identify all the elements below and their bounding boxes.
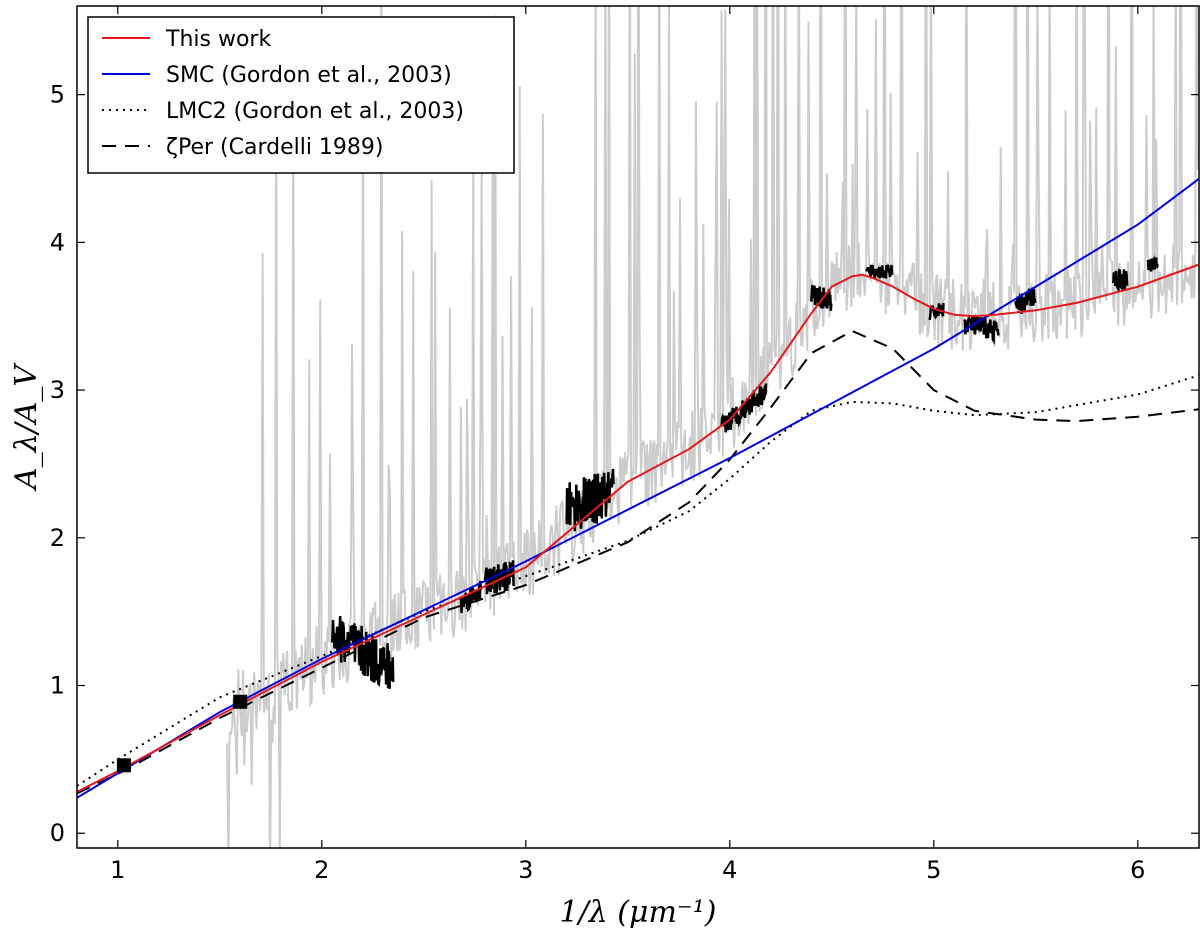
y-tick-label: 0 <box>50 819 65 847</box>
observed-segment <box>1112 268 1129 293</box>
x-tick-label: 1 <box>110 856 125 884</box>
legend-box <box>87 16 515 174</box>
raw-spectrum-line <box>225 6 1199 848</box>
y-tick-label: 3 <box>50 376 65 404</box>
y-tick-label: 2 <box>50 524 65 552</box>
legend-label: This work <box>165 27 271 52</box>
y-tick-label: 4 <box>50 228 65 256</box>
y-axis-label: A_λ/A_V <box>9 362 44 492</box>
observed-segment <box>330 615 395 689</box>
y-tick-label: 5 <box>50 81 65 109</box>
photometric-point <box>116 758 131 773</box>
x-tick-label: 4 <box>722 856 737 884</box>
photometric-point <box>233 694 248 709</box>
background-spectrum <box>225 6 1199 848</box>
observed-segment <box>1146 255 1159 272</box>
observed-extinction-data <box>330 255 1159 689</box>
axis-ticks: 1 2 3 4 5 6 0 1 2 3 4 5 <box>50 6 1199 884</box>
y-tick-label: 1 <box>50 672 65 700</box>
photometric-points <box>116 694 248 773</box>
observed-segment <box>865 264 894 279</box>
legend-label: LMC2 (Gordon et al., 2003) <box>166 99 464 124</box>
legend-label: SMC (Gordon et al., 2003) <box>166 63 452 88</box>
x-tick-label: 3 <box>518 856 533 884</box>
observed-segment <box>1014 287 1037 314</box>
legend-label: ζPer (Cardelli 1989) <box>166 135 384 160</box>
x-tick-label: 5 <box>926 856 941 884</box>
series-line-0 <box>77 263 1199 793</box>
legend: This work SMC (Gordon et al., 2003) LMC2 (… <box>87 16 515 174</box>
observed-segment <box>483 560 515 595</box>
x-tick-label: 2 <box>314 856 329 884</box>
x-tick-label: 6 <box>1130 856 1145 884</box>
series-line-3 <box>77 329 1199 795</box>
observed-segment <box>565 468 615 532</box>
series-line-2 <box>77 374 1199 787</box>
x-axis-label: 1/λ (μm⁻¹) <box>560 895 717 930</box>
plot-frame <box>76 5 1200 849</box>
